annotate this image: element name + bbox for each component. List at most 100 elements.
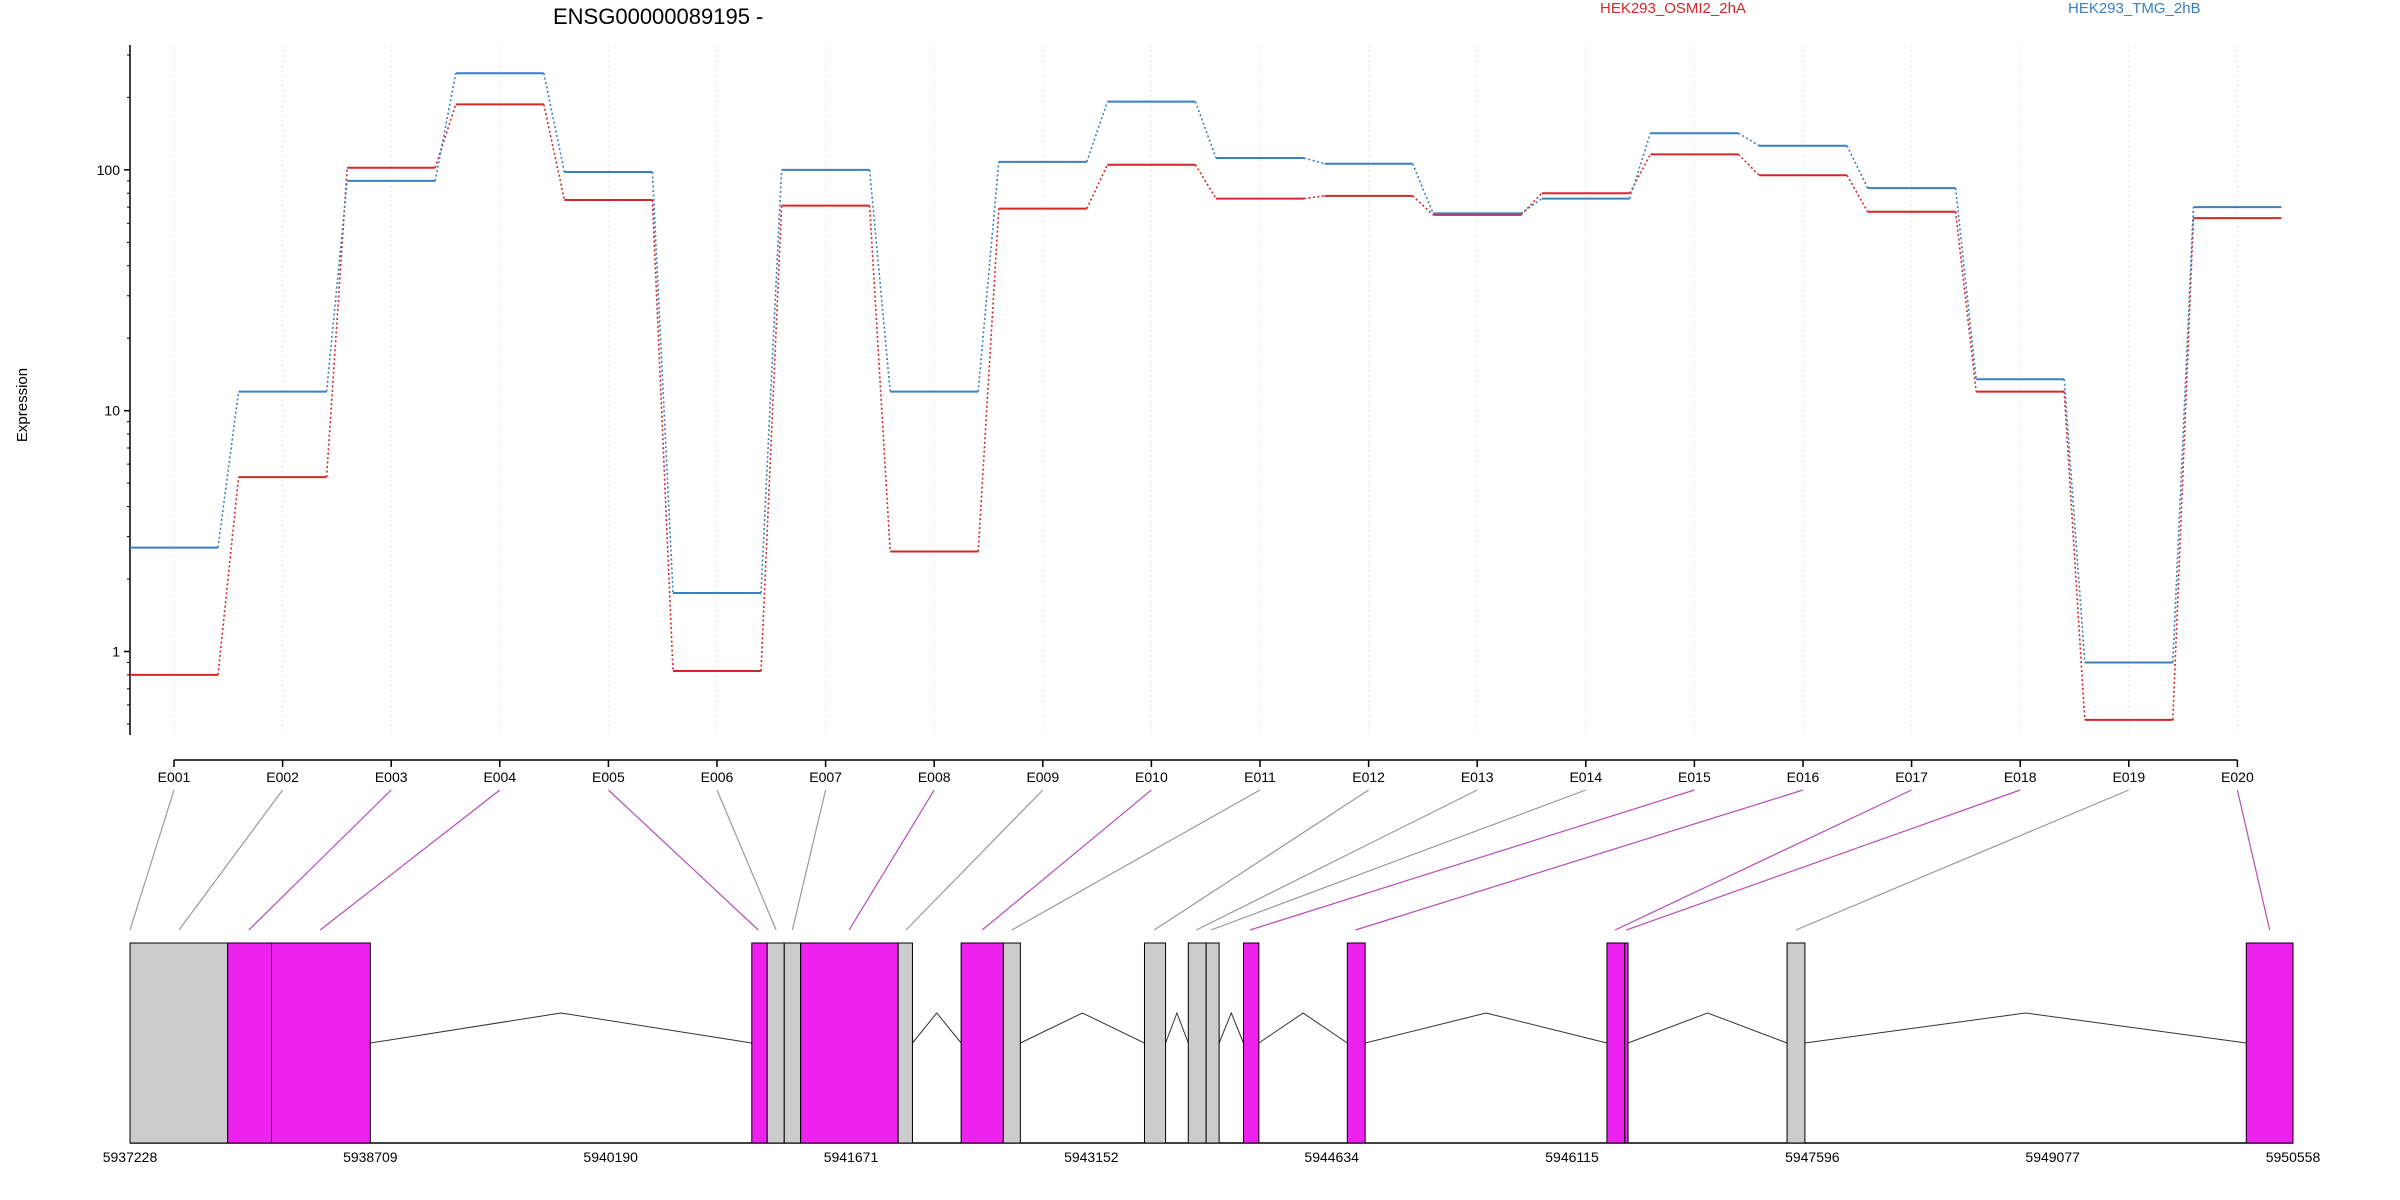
exon-label: E020 (2221, 769, 2254, 785)
intron-line (370, 1012, 752, 1044)
coordinate-label: 5938709 (343, 1149, 398, 1165)
exon-connector-line (981, 789, 1152, 931)
chart-title: ENSG00000089195 - (553, 4, 763, 29)
exon-box (1187, 942, 1207, 1144)
data-connector (760, 169, 783, 594)
coordinate-label: 5946115 (1545, 1149, 1599, 1165)
data-connector (434, 104, 457, 169)
exon-label: E018 (2004, 769, 2037, 785)
data-connector (2063, 391, 2086, 720)
intron-line (1218, 1011, 1244, 1044)
data-connector (1629, 153, 1652, 194)
exon-connector-line (178, 789, 284, 931)
coordinate-label: 5940190 (583, 1149, 638, 1165)
data-connector (325, 167, 348, 478)
intron-line (1804, 1012, 2247, 1044)
legend-series-1: HEK293_TMG_2hB (2068, 0, 2201, 17)
intron-line (1165, 1011, 1189, 1044)
exon-label: E007 (809, 769, 842, 785)
exon-label: E005 (592, 769, 625, 785)
data-connector (1194, 164, 1217, 199)
exon-label: E015 (1678, 769, 1711, 785)
exon-connector-line (1153, 789, 1369, 931)
intron-line (1627, 1012, 1788, 1044)
data-connector (217, 391, 240, 548)
data-connector (868, 205, 891, 552)
exon-label: E001 (158, 769, 191, 785)
data-connector (543, 104, 566, 201)
data-connector (1737, 132, 1760, 147)
data-connector (2172, 207, 2195, 663)
series-0 (130, 103, 2282, 721)
data-connector (217, 476, 240, 675)
exon-label: E013 (1461, 769, 1494, 785)
exon-label: E012 (1352, 769, 1385, 785)
data-connector (760, 205, 783, 672)
data-connector (2172, 218, 2195, 720)
exon-label: E019 (2112, 769, 2145, 785)
data-connector (2063, 379, 2086, 663)
exon-box (2245, 942, 2294, 1144)
exon-label: E006 (701, 769, 734, 785)
axes-layer: 1 10 100 E001 E002 E003 E004 E005 E006 E007 E008 E0… (97, 45, 2254, 785)
exon-box (897, 942, 913, 1144)
data-connector (543, 73, 566, 173)
exon-label: E016 (1787, 769, 1820, 785)
y-tick-label: 1 (112, 643, 120, 659)
exon-label: E017 (1895, 769, 1928, 785)
connector-layer (129, 789, 2271, 931)
intron-line (1258, 1012, 1348, 1044)
series-1 (130, 72, 2282, 664)
legend-series-0: HEK293_OSMI2_2hA (1600, 0, 1746, 17)
y-tick-label: 10 (104, 403, 120, 419)
gene-model-layer: 5937228 5938709 5940190 5941671 5943152 59446… (103, 942, 2321, 1165)
exon-connector-line (905, 789, 1044, 931)
exon-connector-line (848, 789, 935, 931)
y-axis-label: Expression (14, 368, 31, 442)
data-connector (1194, 101, 1217, 159)
data-connector (1086, 164, 1109, 210)
exon-connector-line (1011, 789, 1261, 931)
data-connector (1846, 145, 1869, 189)
exon-connector-line (1626, 789, 2021, 931)
y-tick-label: 100 (97, 162, 121, 178)
data-connector (977, 208, 1000, 552)
coordinate-label: 5943152 (1064, 1149, 1119, 1165)
exon-box (1002, 942, 1021, 1144)
data-connector (1520, 192, 1543, 216)
exon-label: E014 (1569, 769, 1602, 785)
exon-box (129, 942, 229, 1144)
data-connector (1629, 132, 1652, 199)
intron-line (1365, 1012, 1608, 1044)
intron-line (1020, 1012, 1145, 1044)
grid-layer (173, 45, 2238, 735)
exon-label: E009 (1026, 769, 1059, 785)
coordinate-label: 5950558 (2266, 1149, 2321, 1165)
exon-label: E011 (1244, 769, 1276, 785)
data-connector (1737, 153, 1760, 176)
exon-box (1606, 942, 1626, 1144)
exon-connector-line (129, 789, 175, 931)
data-connector (1846, 174, 1869, 213)
data-connector (1412, 195, 1434, 216)
exon-box (1624, 942, 1629, 1144)
exon-box (783, 942, 802, 1144)
exon-box (800, 942, 899, 1144)
exon-box (227, 942, 272, 1144)
data-connector (651, 171, 674, 594)
data-connector (434, 73, 457, 182)
exon-connector-line (1210, 789, 1587, 931)
data-connector (1954, 211, 1977, 392)
intron-line (912, 1012, 962, 1044)
exon-connector-line (319, 789, 501, 931)
exon-connector-line (791, 789, 827, 931)
exon-label: E004 (483, 769, 516, 785)
coordinate-label: 5944634 (1304, 1149, 1359, 1165)
exon-connector-line (1355, 789, 1804, 931)
exon-label: E008 (918, 769, 951, 785)
coordinate-label: 5947596 (1785, 1149, 1840, 1165)
exon-connector-line (248, 789, 392, 931)
exon-box (270, 942, 371, 1144)
exon-label: E002 (266, 769, 299, 785)
